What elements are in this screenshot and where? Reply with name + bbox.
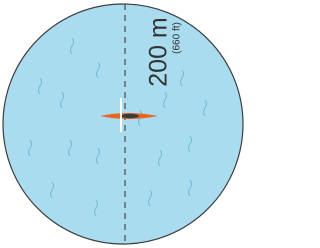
distance-diagram: 200 m (660 ft) (0, 0, 246, 248)
distance-sublabel: (660 ft) (172, 22, 183, 54)
distance-label: 200 m (145, 17, 173, 86)
kayak-cockpit (121, 114, 139, 118)
water-circle (3, 4, 243, 244)
